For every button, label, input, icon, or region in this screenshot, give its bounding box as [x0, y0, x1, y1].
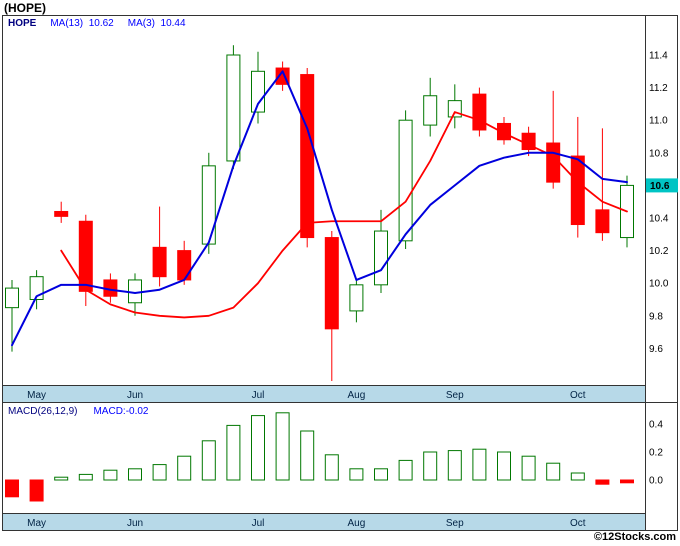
ma13-value: 10.62 — [88, 18, 114, 29]
svg-text:10.8: 10.8 — [649, 148, 669, 159]
svg-text:10.0: 10.0 — [649, 279, 669, 290]
svg-text:0.4: 0.4 — [649, 420, 663, 431]
ticker-symbol: HOPE — [8, 18, 37, 29]
page-title: (HOPE) — [4, 1, 46, 15]
svg-text:Sep: Sep — [446, 518, 464, 529]
svg-text:11.0: 11.0 — [649, 116, 668, 127]
ma13-legend: MA(13) 10.62 — [50, 18, 113, 29]
macd-params: MACD(26,12,9) — [8, 406, 78, 417]
svg-text:Jun: Jun — [127, 390, 143, 401]
price-legend: HOPE MA(13) 10.62 MA(3) 10.44 — [8, 18, 186, 29]
svg-text:0.2: 0.2 — [649, 448, 663, 459]
svg-text:Jul: Jul — [252, 518, 265, 529]
credit-watermark: ©12Stocks.com — [593, 531, 676, 543]
macd-current-value: MACD:-0.02 — [93, 406, 149, 417]
svg-text:9.6: 9.6 — [649, 344, 663, 355]
svg-text:10.2: 10.2 — [649, 246, 669, 257]
svg-text:Oct: Oct — [570, 390, 586, 401]
svg-text:Aug: Aug — [348, 518, 366, 529]
svg-text:9.8: 9.8 — [649, 311, 663, 322]
ma3-label: MA(3) — [127, 18, 155, 29]
svg-text:Sep: Sep — [446, 390, 464, 401]
ma13-label: MA(13) — [50, 18, 84, 29]
svg-text:11.2: 11.2 — [649, 83, 668, 94]
svg-text:10.6: 10.6 — [650, 181, 670, 192]
svg-text:Aug: Aug — [348, 390, 366, 401]
svg-text:Jul: Jul — [252, 390, 265, 401]
svg-text:May: May — [27, 518, 46, 529]
svg-text:11.4: 11.4 — [649, 51, 668, 62]
svg-text:Jun: Jun — [127, 518, 143, 529]
svg-text:10.4: 10.4 — [649, 214, 669, 225]
svg-text:Oct: Oct — [570, 518, 586, 529]
ma3-legend: MA(3) 10.44 — [128, 18, 186, 29]
svg-text:0.0: 0.0 — [649, 476, 663, 487]
ma3-value: 10.44 — [160, 18, 186, 29]
macd-legend: MACD(26,12,9) MACD:-0.02 — [8, 406, 148, 417]
svg-text:May: May — [27, 390, 46, 401]
